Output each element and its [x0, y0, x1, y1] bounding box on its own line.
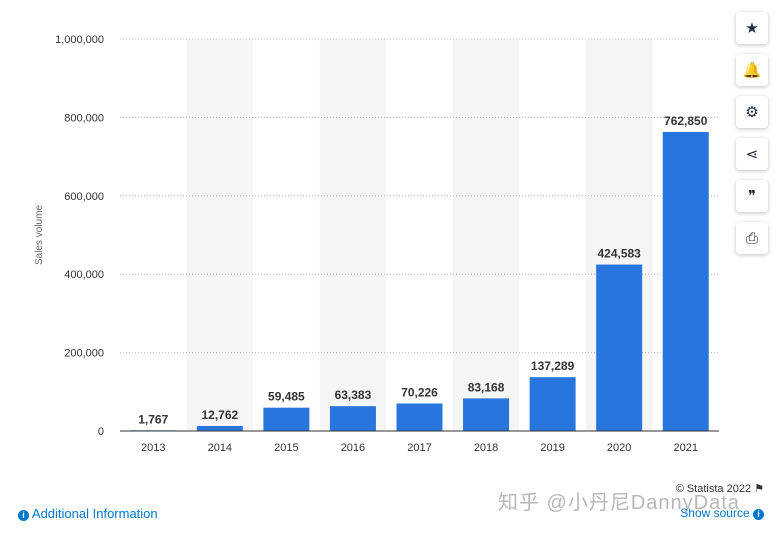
star-button[interactable]: ★ — [736, 12, 768, 44]
x-tick-label: 2014 — [208, 442, 232, 454]
data-label: 83,168 — [468, 380, 505, 394]
data-labels: 1,767 12,762 59,485 63,383 70,226 83,168 137,2… — [138, 114, 707, 426]
data-label: 12,762 — [201, 408, 238, 422]
bar-chart: 0 200,000 400,000 600,000 800,000 1,000,000 1… — [34, 34, 719, 454]
credit-text: © Statista 2022 — [675, 483, 752, 495]
bar-2018[interactable] — [463, 398, 510, 431]
background-band — [452, 39, 520, 431]
y-tick-label: 400,000 — [64, 269, 104, 281]
printer-icon: ⎙ — [745, 229, 758, 247]
y-tick-label: 800,000 — [64, 112, 104, 124]
bar-2014[interactable] — [196, 425, 243, 431]
y-axis-labels: 0 200,000 400,000 600,000 800,000 1,000,000 — [55, 34, 104, 438]
print-button[interactable]: ⎙ — [736, 222, 768, 254]
y-tick-label: 1,000,000 — [55, 34, 104, 46]
bar-2015[interactable] — [263, 407, 310, 431]
additional-information-label: Additional Information — [31, 506, 158, 521]
watermark: 知乎 @小丹尼DannyData — [498, 492, 740, 514]
notification-button[interactable]: 🔔 — [736, 54, 768, 86]
show-source-link[interactable]: Show source i — [680, 506, 764, 520]
data-label: 70,226 — [401, 385, 438, 399]
gridlines — [120, 38, 719, 354]
data-label: 424,583 — [597, 247, 641, 261]
settings-button[interactable]: ⚙ — [736, 96, 768, 128]
show-source-label: Show source — [680, 506, 750, 520]
x-tick-label: 2013 — [141, 442, 165, 454]
share-button[interactable]: ⋖ — [736, 138, 768, 170]
info-icon: i — [753, 509, 764, 520]
x-tick-label: 2017 — [407, 442, 431, 454]
additional-information-link[interactable]: i Additional Information — [18, 506, 158, 521]
background-bands — [186, 39, 653, 431]
background-band — [186, 39, 254, 431]
bar-2019[interactable] — [529, 377, 576, 431]
bar-2020[interactable] — [596, 264, 643, 431]
x-tick-label: 2020 — [607, 442, 631, 454]
star-icon: ★ — [745, 20, 759, 37]
y-tick-label: 0 — [98, 426, 104, 438]
data-label: 1,767 — [138, 412, 168, 426]
info-icon: i — [18, 510, 29, 521]
x-tick-label: 2018 — [474, 442, 498, 454]
cite-button[interactable]: ❞ — [736, 180, 768, 212]
bar-2017[interactable] — [396, 403, 443, 431]
x-tick-label: 2016 — [341, 442, 365, 454]
bar-2021[interactable] — [662, 131, 709, 431]
data-label: 63,383 — [335, 388, 372, 402]
background-band — [319, 39, 387, 431]
x-tick-label: 2015 — [274, 442, 298, 454]
bell-icon: 🔔 — [742, 62, 762, 79]
bars — [130, 131, 709, 431]
share-icon: ⋖ — [745, 146, 759, 163]
x-tick-label: 2019 — [540, 442, 564, 454]
x-axis-labels: 2013 2014 2015 2016 2017 2018 2019 2020 2021 — [141, 442, 698, 454]
flag-icon: ⚑ — [754, 483, 764, 495]
x-tick-label: 2021 — [673, 442, 697, 454]
y-axis-title: Sales volume — [34, 205, 45, 265]
data-label: 137,289 — [531, 359, 575, 373]
quote-icon: ❞ — [747, 188, 757, 205]
data-label: 59,485 — [268, 390, 305, 404]
statista-credit: © Statista 2022 ⚑ — [676, 482, 764, 495]
data-label: 762,850 — [664, 114, 708, 128]
y-tick-label: 600,000 — [64, 191, 104, 203]
y-tick-label: 200,000 — [64, 348, 104, 360]
gear-icon: ⚙ — [745, 104, 759, 121]
toolbar: ★ 🔔 ⚙ ⋖ ❞ ⎙ — [736, 12, 770, 264]
bar-2016[interactable] — [329, 406, 376, 431]
